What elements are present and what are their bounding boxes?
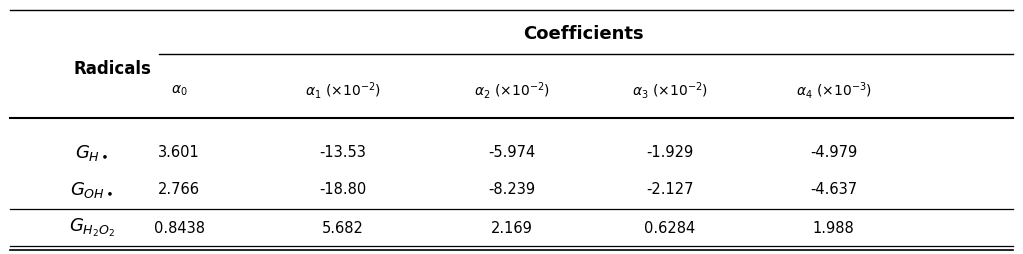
Text: -8.239: -8.239 — [488, 182, 535, 197]
Text: 2.766: 2.766 — [158, 182, 201, 197]
Text: -13.53: -13.53 — [319, 145, 366, 160]
Text: 5.682: 5.682 — [322, 220, 363, 235]
Text: Radicals: Radicals — [74, 60, 151, 77]
Text: 0.8438: 0.8438 — [153, 220, 205, 235]
Text: $\alpha_3\ (\times 10^{-2})$: $\alpha_3\ (\times 10^{-2})$ — [632, 80, 708, 101]
Text: $\alpha_1\ (\times 10^{-2})$: $\alpha_1\ (\times 10^{-2})$ — [305, 80, 381, 101]
Text: $G_{OH\bullet}$: $G_{OH\bullet}$ — [71, 179, 114, 199]
Text: 3.601: 3.601 — [159, 145, 199, 160]
Text: $\alpha_4\ (\times 10^{-3})$: $\alpha_4\ (\times 10^{-3})$ — [796, 80, 872, 101]
Text: 2.169: 2.169 — [491, 220, 532, 235]
Text: -2.127: -2.127 — [647, 182, 694, 197]
Text: -4.979: -4.979 — [810, 145, 857, 160]
Text: Coefficients: Coefficients — [523, 25, 643, 43]
Text: 1.988: 1.988 — [813, 220, 854, 235]
Text: 0.6284: 0.6284 — [644, 220, 696, 235]
Text: $\alpha_0$: $\alpha_0$ — [171, 83, 187, 97]
Text: $G_{H_2O_2}$: $G_{H_2O_2}$ — [69, 216, 116, 238]
Text: -1.929: -1.929 — [647, 145, 694, 160]
Text: -4.637: -4.637 — [810, 182, 857, 197]
Text: $G_{H\bullet}$: $G_{H\bullet}$ — [76, 142, 108, 162]
Text: -18.80: -18.80 — [319, 182, 366, 197]
Text: $\alpha_2\ (\times 10^{-2})$: $\alpha_2\ (\times 10^{-2})$ — [474, 80, 549, 101]
Text: -5.974: -5.974 — [488, 145, 535, 160]
